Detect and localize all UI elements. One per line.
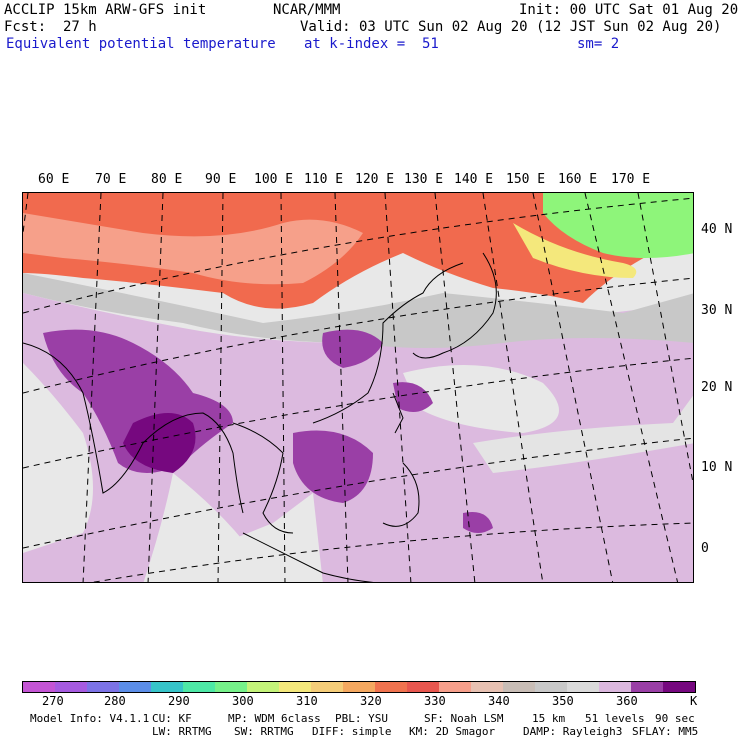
model-info-sflay: SFLAY: MM5 <box>632 725 699 738</box>
pacific-convection-cell <box>463 512 493 533</box>
midlatitude-gray-band <box>23 273 693 348</box>
lat-label: 10 N <box>701 460 733 475</box>
colorbar-tick: 270 <box>42 694 64 708</box>
colorbar-tick: 320 <box>360 694 382 708</box>
model-info-pbl: PBL: YSU <box>335 712 388 725</box>
lon-label: 60 E <box>38 172 70 187</box>
colorbar-tick: 340 <box>488 694 510 708</box>
colorbar-segment <box>407 682 439 692</box>
colorbar-segment <box>247 682 279 692</box>
model-info-cu: CU: KF <box>152 712 192 725</box>
model-info-mp: MP: WDM 6class <box>228 712 321 725</box>
lon-label: 140 E <box>454 172 494 187</box>
china-convection <box>322 329 383 368</box>
lat-label: 30 N <box>701 303 733 318</box>
init-time: Init: 00 UTC Sat 01 Aug 20 <box>519 2 739 18</box>
theta-e-field <box>23 193 693 582</box>
pacific-band <box>473 395 693 473</box>
arabian-sea <box>23 363 93 553</box>
lat-label: 40 N <box>701 222 733 237</box>
colorbar-tick: 310 <box>296 694 318 708</box>
colorbar-segment <box>279 682 311 692</box>
colorbar-segment <box>151 682 183 692</box>
pacific-dry-swirl <box>403 365 559 433</box>
smoothing-info: sm= 2 <box>577 36 620 52</box>
northeast-yellow-band <box>513 223 637 278</box>
colorbar-segment <box>567 682 599 692</box>
model-info-lw: LW: RRTMG <box>152 725 212 738</box>
model-info-km: KM: 2D Smagor <box>409 725 496 738</box>
lon-label: 150 E <box>506 172 546 187</box>
model-title: ACCLIP 15km ARW-GFS init <box>4 2 207 18</box>
lon-label: 90 E <box>205 172 237 187</box>
lon-label: 160 E <box>558 172 598 187</box>
colorbar-tick: 280 <box>104 694 126 708</box>
colorbar <box>22 681 696 693</box>
valid-time: Valid: 03 UTC Sun 02 Aug 20 (12 JST Sun … <box>300 19 722 35</box>
lon-label: 170 E <box>611 172 651 187</box>
lon-label: 100 E <box>254 172 294 187</box>
lon-label: 130 E <box>404 172 444 187</box>
typhoon-convection <box>393 382 433 412</box>
colorbar-segment <box>599 682 631 692</box>
colorbar-tick: 350 <box>552 694 574 708</box>
northeast-green-patch <box>543 193 693 258</box>
field-name: Equivalent potential temperature <box>6 36 276 52</box>
model-info-timestep: 90 sec <box>655 712 695 725</box>
south-china-sea-convection <box>293 430 373 503</box>
forecast-label: Fcst: <box>4 19 47 35</box>
lon-label: 110 E <box>304 172 344 187</box>
lon-label: 120 E <box>355 172 395 187</box>
colorbar-segment <box>503 682 535 692</box>
colorbar-tick: 330 <box>424 694 446 708</box>
lon-label: 70 E <box>95 172 127 187</box>
northern-salmon-patch <box>23 213 363 285</box>
colorbar-tick: 300 <box>232 694 254 708</box>
colorbar-segment <box>215 682 247 692</box>
colorbar-unit: K <box>690 694 698 708</box>
colorbar-segment <box>471 682 503 692</box>
colorbar-segment <box>87 682 119 692</box>
colorbar-segment <box>183 682 215 692</box>
coastlines <box>23 252 497 582</box>
center-name: NCAR/MMM <box>273 2 341 18</box>
model-info-levels: 51 levels <box>585 712 645 725</box>
model-info-version: Model Info: V4.1.1 <box>30 712 150 725</box>
forecast-hour: 27 h <box>63 19 97 35</box>
colorbar-tick: 360 <box>616 694 638 708</box>
indian-ocean-south <box>143 473 253 582</box>
graticule <box>23 193 693 582</box>
model-info-diff: DIFF: simple <box>312 725 392 738</box>
colorbar-segment <box>343 682 375 692</box>
lat-label: 20 N <box>701 380 733 395</box>
lat-label: 0 <box>701 541 709 556</box>
level-info: at k-index = 51 <box>304 36 439 52</box>
colorbar-segment <box>23 682 55 692</box>
map-panel <box>22 192 694 583</box>
northern-warm-region <box>23 193 693 309</box>
lon-label: 80 E <box>151 172 183 187</box>
bay-of-bengal-core <box>123 413 196 473</box>
colorbar-segment <box>55 682 87 692</box>
model-info-resolution: 15 km <box>532 712 566 725</box>
colorbar-tick: 290 <box>168 694 190 708</box>
colorbar-segment <box>119 682 151 692</box>
model-info-damp: DAMP: Rayleigh3 <box>523 725 623 738</box>
colorbar-segment <box>439 682 471 692</box>
model-info-sf: SF: Noah LSM <box>424 712 504 725</box>
colorbar-segment <box>535 682 567 692</box>
colorbar-segment <box>663 682 695 692</box>
colorbar-segment <box>311 682 343 692</box>
colorbar-segment <box>631 682 663 692</box>
model-info-sw: SW: RRTMG <box>234 725 294 738</box>
colorbar-segment <box>375 682 407 692</box>
